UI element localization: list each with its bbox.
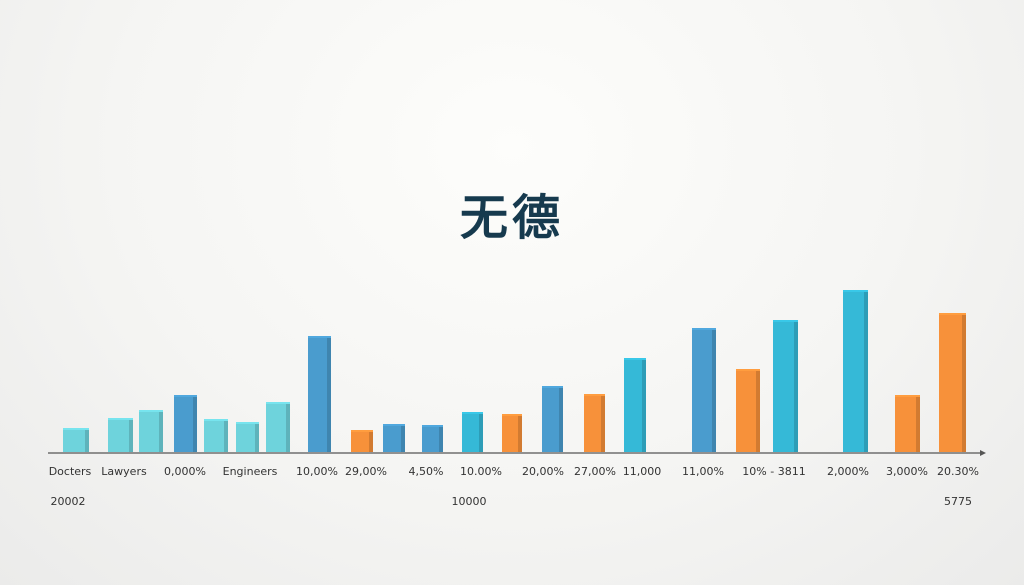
tick-label: 10% - 3811 <box>742 465 806 478</box>
chart-title: 无德 <box>459 190 564 246</box>
tick-label: Docters <box>48 465 92 478</box>
tick-label: 4,50% <box>408 465 444 478</box>
bar <box>383 424 405 452</box>
bar <box>895 395 920 452</box>
bar <box>139 410 163 452</box>
bar <box>843 290 868 452</box>
tick-label: 11,00% <box>682 465 724 478</box>
bar <box>584 394 605 452</box>
bar <box>266 402 290 452</box>
bar <box>736 369 760 452</box>
tick-label: Engineers <box>222 465 278 478</box>
secondary-label: 10000 <box>451 495 487 508</box>
tick-label: 29,00% <box>345 465 387 478</box>
bar <box>542 386 563 452</box>
bar <box>624 358 646 452</box>
tick-label: 11,000 <box>622 465 662 478</box>
bar <box>422 425 443 452</box>
tick-label: 3,000% <box>886 465 928 478</box>
bar <box>351 430 373 452</box>
bar <box>502 414 522 452</box>
bar <box>773 320 798 452</box>
bar <box>63 428 89 452</box>
bar <box>462 412 483 452</box>
tick-label: 10,00% <box>296 465 338 478</box>
axis-arrow-icon <box>980 450 986 456</box>
bar <box>174 395 197 452</box>
tick-label: 2,000% <box>827 465 869 478</box>
bar <box>308 336 331 452</box>
bar <box>108 418 133 452</box>
tick-label: 10.00% <box>460 465 502 478</box>
bar <box>939 313 966 452</box>
secondary-label: 5775 <box>944 495 972 508</box>
tick-label: Lawyers <box>101 465 147 478</box>
bar <box>204 419 228 452</box>
bar <box>236 422 259 452</box>
tick-label: 0,000% <box>164 465 206 478</box>
tick-label: 20.30% <box>937 465 979 478</box>
tick-label: 20,00% <box>522 465 564 478</box>
secondary-label: 20002 <box>50 495 86 508</box>
tick-label: 27,00% <box>574 465 616 478</box>
bar <box>692 328 716 452</box>
